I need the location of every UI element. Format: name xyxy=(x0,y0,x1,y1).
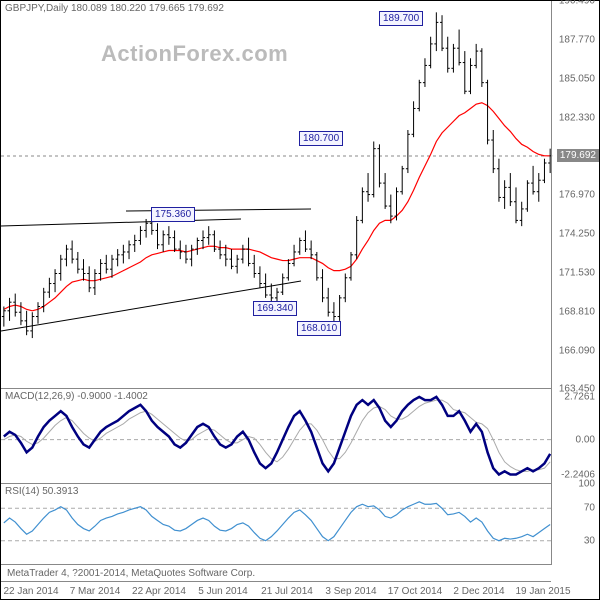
y-tick-label: 70 xyxy=(584,503,595,514)
price-y-axis: 163.450166.090168.810171.530174.250176.9… xyxy=(551,1,599,389)
x-tick-label: 22 Apr 2014 xyxy=(132,586,186,597)
x-tick-label: 22 Jan 2014 xyxy=(3,586,58,597)
macd-title: MACD(12,26,9) -0.9000 -1.4002 xyxy=(5,391,148,402)
x-axis: 22 Jan 2014 7 Mar 2014 22 Apr 2014 5 Jun 20… xyxy=(1,581,551,599)
y-tick-label: 0.00 xyxy=(576,434,595,445)
rsi-chart-svg xyxy=(1,484,553,565)
y-tick-label: 171.530 xyxy=(559,268,595,279)
chart-title: GBPJPY,Daily 180.089 180.220 179.665 179… xyxy=(5,3,224,14)
x-tick-label: 2 Dec 2014 xyxy=(453,586,504,597)
price-annotation: 169.340 xyxy=(253,301,297,316)
rsi-y-axis: 1007030 xyxy=(551,484,599,565)
y-tick-label: 182.330 xyxy=(559,113,595,124)
x-tick-label: 17 Oct 2014 xyxy=(388,586,442,597)
price-annotation: 175.360 xyxy=(151,207,195,222)
rsi-title: RSI(14) 50.3913 xyxy=(5,486,78,497)
price-panel[interactable]: GBPJPY,Daily 180.089 180.220 179.665 179… xyxy=(1,1,551,389)
rsi-panel[interactable]: RSI(14) 50.3913 xyxy=(1,484,551,565)
y-tick-label: 168.810 xyxy=(559,307,595,318)
y-tick-label: 187.770 xyxy=(559,35,595,46)
y-tick-label: 176.970 xyxy=(559,190,595,201)
y-tick-label: 190.490 xyxy=(559,0,595,7)
y-tick-label: 185.050 xyxy=(559,74,595,85)
macd-panel[interactable]: MACD(12,26,9) -0.9000 -1.4002 xyxy=(1,389,551,484)
y-tick-label: 30 xyxy=(584,535,595,546)
forex-chart[interactable]: GBPJPY,Daily 180.089 180.220 179.665 179… xyxy=(0,0,600,600)
price-annotation: 180.700 xyxy=(299,131,343,146)
x-tick-label: 3 Sep 2014 xyxy=(325,586,376,597)
current-price-marker: 179.692 xyxy=(557,149,599,162)
price-annotation: 189.700 xyxy=(379,11,423,26)
x-tick-label: 7 Mar 2014 xyxy=(70,586,121,597)
footer-text: MetaTrader 4, ?2001-2014, MetaQuotes Sof… xyxy=(7,568,255,579)
y-tick-label: 2.7261 xyxy=(564,391,595,402)
price-annotation: 168.010 xyxy=(297,321,341,336)
y-tick-label: 166.090 xyxy=(559,346,595,357)
macd-chart-svg xyxy=(1,389,553,484)
x-tick-label: 21 Jul 2014 xyxy=(261,586,313,597)
x-tick-label: 5 Jun 2014 xyxy=(198,586,248,597)
y-tick-label: 174.250 xyxy=(559,229,595,240)
x-tick-label: 19 Jan 2015 xyxy=(515,586,570,597)
macd-y-axis: 2.72610.00-2.2406 xyxy=(551,389,599,484)
watermark: ActionForex.com xyxy=(101,41,288,67)
y-tick-label: 100 xyxy=(578,479,595,490)
